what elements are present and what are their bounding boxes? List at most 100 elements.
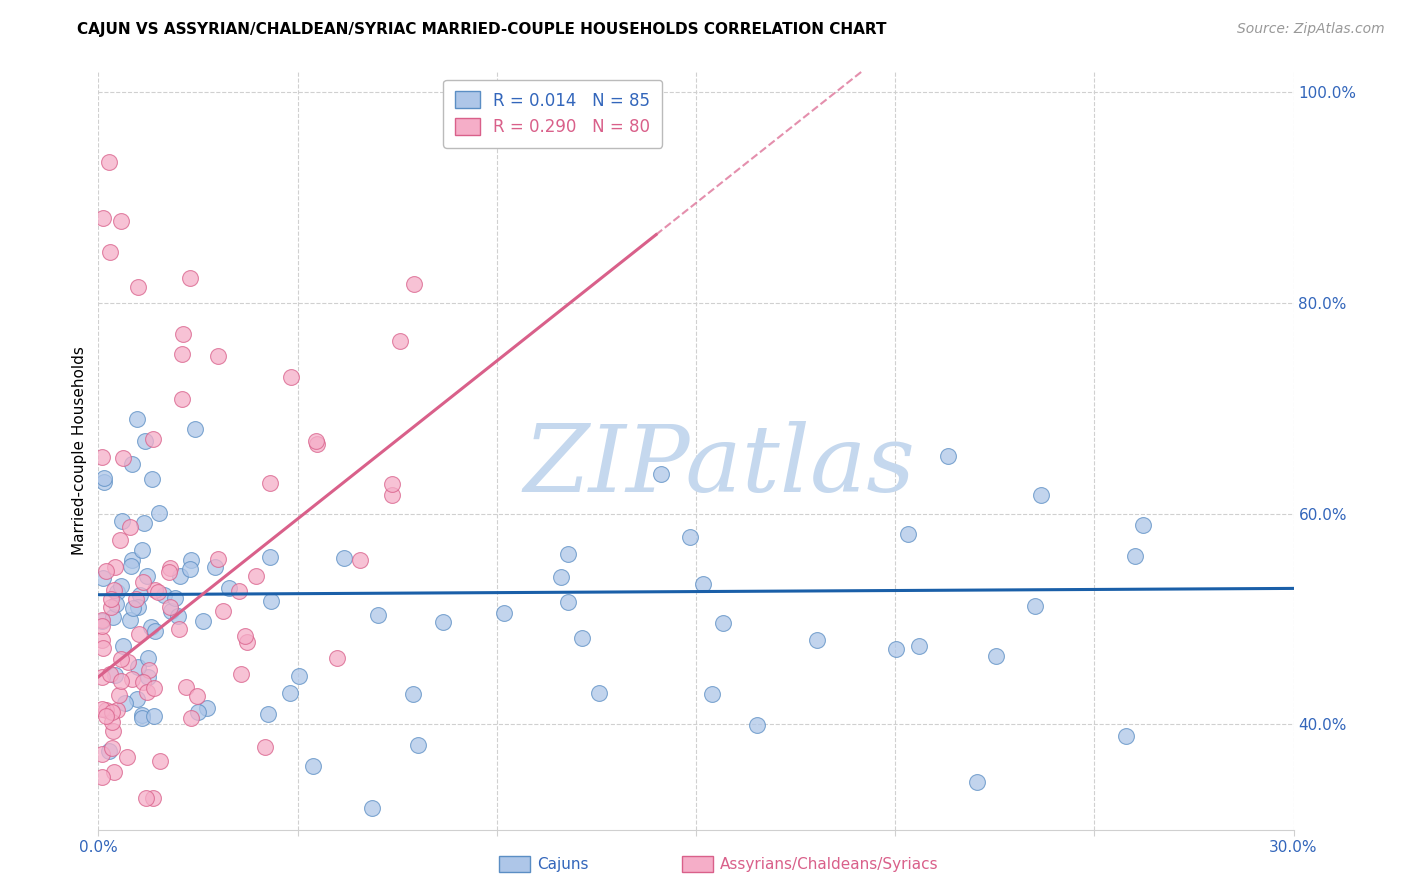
Point	[169, 569, 191, 583]
Point	[103, 764, 125, 779]
Point	[101, 610, 124, 624]
Point	[259, 549, 281, 564]
Point	[127, 600, 149, 615]
Point	[114, 696, 136, 710]
Point	[149, 754, 172, 768]
Point	[142, 791, 165, 805]
Point	[104, 560, 127, 574]
Point	[884, 641, 907, 656]
Point	[110, 673, 132, 688]
Point	[145, 624, 167, 638]
Point	[91, 614, 114, 628]
Point	[228, 583, 250, 598]
Point	[120, 559, 142, 574]
Point	[91, 770, 114, 784]
Point	[94, 703, 117, 717]
Point	[127, 280, 149, 294]
Point	[259, 475, 281, 490]
Point	[381, 487, 404, 501]
Point	[1031, 488, 1053, 502]
Point	[121, 672, 143, 686]
Point	[132, 674, 155, 689]
Point	[180, 710, 202, 724]
Text: Assyrians/Chaldeans/Syriacs: Assyrians/Chaldeans/Syriacs	[720, 857, 938, 871]
Point	[118, 613, 141, 627]
Point	[212, 604, 235, 618]
Point	[550, 570, 572, 584]
Point	[121, 601, 143, 615]
Point	[361, 801, 384, 815]
Point	[167, 622, 190, 636]
Point	[207, 552, 229, 566]
Point	[401, 687, 423, 701]
Point	[91, 450, 114, 465]
Point	[134, 434, 156, 448]
Point	[105, 585, 128, 599]
Point	[118, 519, 141, 533]
Point	[711, 616, 734, 631]
Point	[117, 655, 139, 669]
Point	[136, 651, 159, 665]
Point	[93, 471, 115, 485]
Point	[288, 669, 311, 683]
Point	[302, 759, 325, 773]
Point	[98, 666, 121, 681]
Y-axis label: Married-couple Households: Married-couple Households	[72, 346, 87, 555]
Point	[91, 619, 114, 633]
Point	[121, 553, 143, 567]
Point	[170, 347, 193, 361]
Point	[125, 692, 148, 706]
Point	[142, 681, 165, 695]
Point	[110, 514, 132, 528]
Point	[93, 475, 115, 489]
Point	[108, 533, 131, 548]
Point	[159, 561, 181, 575]
Point	[104, 597, 127, 611]
Point	[406, 739, 429, 753]
Point	[98, 245, 121, 260]
Point	[127, 659, 149, 673]
Point	[1115, 729, 1137, 743]
Legend: R = 0.014   N = 85, R = 0.290   N = 80: R = 0.014 N = 85, R = 0.290 N = 80	[443, 79, 662, 148]
Point	[166, 608, 188, 623]
Point	[132, 575, 155, 590]
Point	[195, 700, 218, 714]
Point	[257, 706, 280, 721]
Point	[325, 651, 347, 665]
Point	[101, 724, 124, 739]
Point	[125, 592, 148, 607]
Point	[93, 211, 115, 225]
Point	[111, 640, 134, 654]
Point	[91, 572, 114, 586]
Point	[148, 506, 170, 520]
Point	[110, 579, 132, 593]
Point	[700, 687, 723, 701]
Point	[105, 703, 128, 717]
Point	[94, 564, 117, 578]
Text: Cajuns: Cajuns	[537, 857, 589, 871]
Point	[307, 437, 329, 451]
Point	[1132, 518, 1154, 533]
Point	[184, 422, 207, 436]
Point	[91, 613, 114, 627]
Point	[143, 582, 166, 597]
Point	[93, 640, 115, 655]
Point	[432, 615, 454, 630]
Point	[172, 326, 194, 341]
Point	[305, 434, 328, 448]
Point	[153, 588, 176, 602]
Point	[131, 711, 153, 725]
Point	[557, 594, 579, 608]
Point	[187, 705, 209, 719]
Point	[91, 702, 114, 716]
Text: CAJUN VS ASSYRIAN/CHALDEAN/SYRIAC MARRIED-COUPLE HOUSEHOLDS CORRELATION CHART: CAJUN VS ASSYRIAN/CHALDEAN/SYRIAC MARRIE…	[77, 22, 887, 37]
Point	[381, 476, 404, 491]
Point	[280, 370, 302, 384]
Point	[101, 705, 124, 719]
Point	[121, 457, 143, 471]
Point	[159, 604, 181, 618]
Point	[679, 530, 702, 544]
Point	[128, 627, 150, 641]
Point	[97, 744, 120, 758]
Point	[404, 277, 426, 292]
